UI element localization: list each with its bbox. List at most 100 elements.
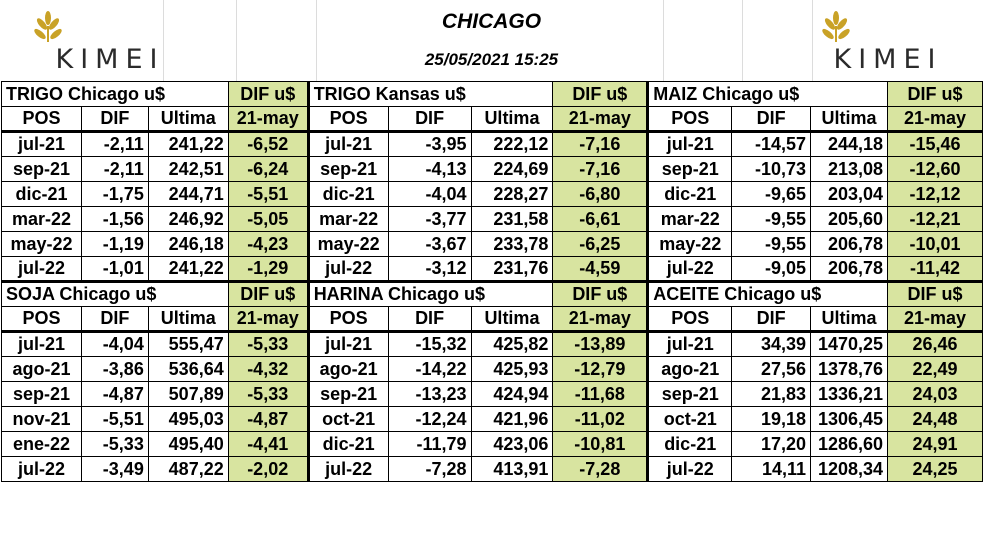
- last-price-cell: 246,18: [147, 231, 229, 257]
- dif-cell: 19,18: [731, 406, 812, 432]
- dif-date-cell: -12,12: [887, 181, 983, 207]
- gridline: [163, 0, 164, 81]
- col-header-last: Ultima: [810, 306, 889, 332]
- block-title: SOJA Chicago u$: [1, 280, 229, 307]
- dif-cell: 14,11: [731, 456, 812, 482]
- wheat-icon: [822, 11, 850, 42]
- last-price-cell: 423,06: [470, 431, 554, 457]
- position-cell: jul-22: [306, 456, 389, 482]
- kimei-logo: KIMEI: [30, 8, 190, 75]
- last-price-cell: 244,71: [147, 181, 229, 207]
- last-price-cell: 421,96: [470, 406, 554, 432]
- last-price-cell: 555,47: [147, 330, 229, 357]
- dif-date-cell: -4,32: [227, 356, 309, 382]
- gridline: [742, 0, 743, 81]
- col-header-last: Ultima: [810, 106, 889, 132]
- last-price-cell: 246,92: [147, 206, 229, 232]
- prices-table: TRIGO Chicago u$ DIF u$ TRIGO Kansas u$ DIF…: [1, 81, 983, 482]
- dif-header: DIF u$: [552, 280, 649, 307]
- last-price-cell: 231,76: [470, 256, 554, 282]
- last-price-cell: 425,82: [470, 330, 554, 357]
- table-row: nov-21 -5,51 495,03 -4,87 oct-21 -12,24 421,96…: [1, 406, 983, 432]
- dif-cell: 34,39: [731, 330, 812, 357]
- dif-cell: -9,55: [731, 231, 812, 257]
- dif-header: DIF u$: [887, 280, 983, 307]
- col-header-date: 21-may: [227, 106, 309, 132]
- block-title-row: SOJA Chicago u$ DIF u$ HARINA Chicago u$ DI…: [1, 280, 983, 307]
- timestamp: 25/05/2021 15:25: [424, 50, 559, 69]
- table-row: dic-21 -1,75 244,71 -5,51 dic-21 -4,04 228,27-…: [1, 181, 983, 207]
- col-header-last: Ultima: [147, 106, 229, 132]
- table-row: sep-21 -2,11 242,51 -6,24 sep-21 -4,13 224,69-…: [1, 156, 983, 182]
- dif-cell: -3,77: [387, 206, 472, 232]
- col-header-date: 21-may: [552, 106, 649, 132]
- dif-cell: 17,20: [731, 431, 812, 457]
- dif-date-cell: -4,41: [227, 431, 309, 457]
- last-price-cell: 1306,45: [810, 406, 889, 432]
- dif-cell: -9,55: [731, 206, 812, 232]
- block-title-row: TRIGO Chicago u$ DIF u$ TRIGO Kansas u$ DIF…: [1, 81, 983, 107]
- dif-cell: -15,32: [387, 330, 472, 357]
- dif-date-cell: -10,81: [552, 431, 649, 457]
- dif-date-cell: 24,25: [887, 456, 983, 482]
- position-cell: dic-21: [646, 431, 733, 457]
- col-header-last: Ultima: [147, 306, 229, 332]
- dif-date-cell: -7,16: [552, 156, 649, 182]
- dif-date-cell: -6,61: [552, 206, 649, 232]
- last-price-cell: 1208,34: [810, 456, 889, 482]
- dif-header: DIF u$: [887, 81, 983, 107]
- last-price-cell: 228,27: [470, 181, 554, 207]
- last-price-cell: 241,22: [147, 130, 229, 157]
- position-cell: may-22: [1, 231, 82, 257]
- position-cell: jul-22: [1, 256, 82, 282]
- last-price-cell: 203,04: [810, 181, 889, 207]
- position-cell: ago-21: [1, 356, 82, 382]
- wheat-icon: [34, 11, 62, 42]
- last-price-cell: 507,89: [147, 381, 229, 407]
- dif-cell: 21,83: [731, 381, 812, 407]
- position-cell: jul-22: [646, 456, 733, 482]
- dif-cell: -14,22: [387, 356, 472, 382]
- last-price-cell: 206,78: [810, 256, 889, 282]
- position-cell: dic-21: [306, 181, 389, 207]
- position-cell: ago-21: [306, 356, 389, 382]
- position-cell: jul-21: [1, 330, 82, 357]
- position-cell: jul-21: [646, 130, 733, 157]
- dif-cell: -4,13: [387, 156, 472, 182]
- col-header-pos: POS: [646, 306, 733, 332]
- dif-date-cell: -12,60: [887, 156, 983, 182]
- position-cell: sep-21: [1, 381, 82, 407]
- table-row: jul-22 -1,01 241,22 -1,29 jul-22 -3,12 231,76-…: [1, 256, 983, 282]
- dif-cell: -1,75: [80, 181, 149, 207]
- dif-date-cell: -15,46: [887, 130, 983, 157]
- dif-cell: 27,56: [731, 356, 812, 382]
- position-cell: jul-21: [306, 330, 389, 357]
- block-title: TRIGO Kansas u$: [306, 81, 554, 107]
- dif-date-cell: -12,21: [887, 206, 983, 232]
- table-row: jul-21 -2,11 241,22 -6,52 jul-21 -3,95 222,12-…: [1, 130, 983, 157]
- last-price-cell: 495,03: [147, 406, 229, 432]
- col-header-last: Ultima: [470, 106, 554, 132]
- position-cell: jul-22: [1, 456, 82, 482]
- dif-date-cell: -11,42: [887, 256, 983, 282]
- col-header-date: 21-may: [227, 306, 309, 332]
- position-cell: oct-21: [306, 406, 389, 432]
- dif-date-cell: -6,80: [552, 181, 649, 207]
- block-title: TRIGO Chicago u$: [1, 81, 229, 107]
- col-header-dif: DIF: [731, 306, 812, 332]
- dif-date-cell: -6,52: [227, 130, 309, 157]
- dif-date-cell: -4,87: [227, 406, 309, 432]
- col-header-dif: DIF: [80, 106, 149, 132]
- column-header-row: POS DIF Ultima 21-may POS DIF Ultima 21-may POS D…: [1, 106, 983, 132]
- dif-date-cell: -11,68: [552, 381, 649, 407]
- dif-cell: -3,49: [80, 456, 149, 482]
- page-title: CHICAGO: [441, 10, 542, 33]
- block-title: ACEITE Chicago u$: [646, 280, 889, 307]
- position-cell: ene-22: [1, 431, 82, 457]
- last-price-cell: 1336,21: [810, 381, 889, 407]
- col-header-date: 21-may: [552, 306, 649, 332]
- last-price-cell: 205,60: [810, 206, 889, 232]
- dif-cell: -3,67: [387, 231, 472, 257]
- dif-header: DIF u$: [227, 280, 309, 307]
- dif-cell: -4,04: [387, 181, 472, 207]
